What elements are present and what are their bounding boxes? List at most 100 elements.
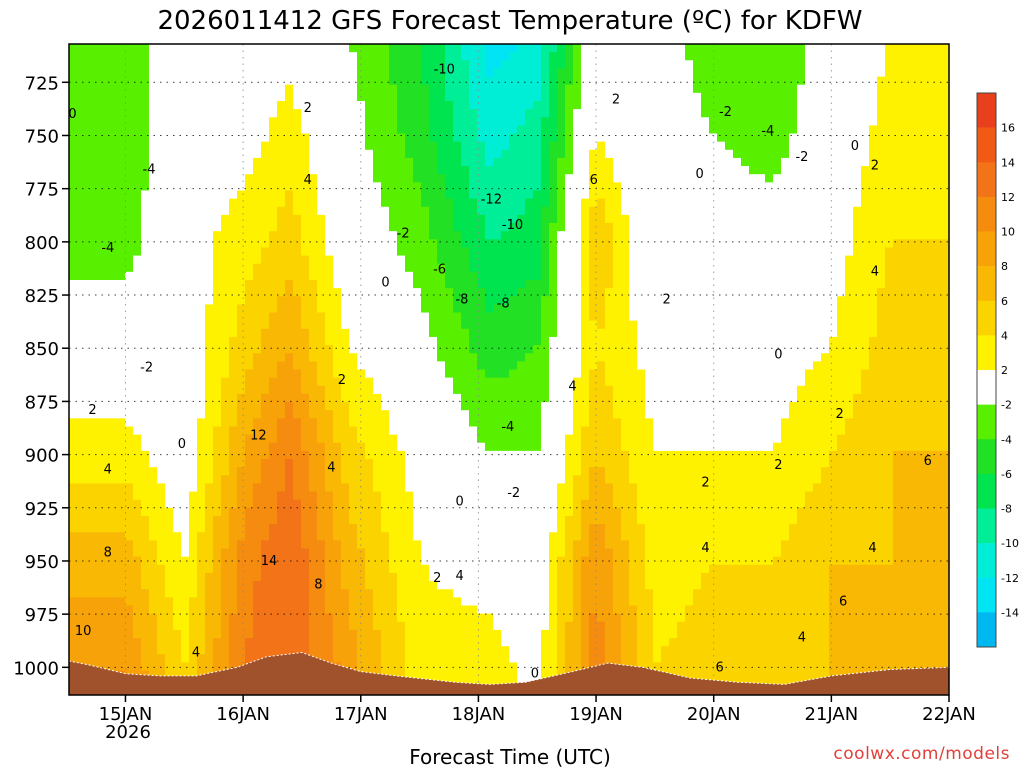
field-cell — [469, 670, 478, 680]
field-cell — [405, 638, 414, 647]
field-cell — [157, 174, 166, 183]
field-cell — [389, 125, 398, 135]
field-cell — [133, 662, 142, 672]
field-cell — [293, 141, 302, 151]
field-cell — [317, 450, 326, 460]
field-cell — [157, 312, 166, 322]
field-cell — [325, 149, 334, 159]
field-cell — [549, 231, 558, 240]
field-cell — [437, 157, 446, 167]
field-cell — [261, 410, 270, 419]
field-cell — [85, 402, 94, 411]
field-cell — [533, 206, 542, 216]
field-cell — [309, 499, 318, 509]
field-cell — [285, 182, 294, 192]
field-cell — [445, 190, 454, 200]
field-cell — [381, 564, 390, 574]
field-cell — [229, 410, 238, 419]
field-cell — [365, 68, 374, 78]
field-cell — [389, 410, 398, 419]
field-cell — [549, 434, 558, 444]
field-cell — [133, 336, 142, 346]
field-cell — [237, 149, 246, 159]
field-cell — [149, 589, 158, 598]
field-cell — [309, 296, 318, 305]
field-cell — [261, 402, 270, 411]
field-cell — [549, 198, 558, 208]
field-cell — [437, 166, 446, 175]
field-cell — [237, 402, 246, 411]
field-cell — [405, 491, 414, 501]
field-cell — [93, 621, 102, 631]
field-cell — [389, 328, 398, 338]
field-cell — [461, 182, 470, 192]
field-cell — [85, 304, 94, 314]
field-cell — [101, 459, 110, 468]
field-cell — [333, 361, 342, 371]
field-cell — [245, 247, 254, 257]
field-cell — [373, 515, 382, 525]
field-cell — [509, 263, 518, 273]
field-cell — [341, 296, 350, 305]
field-cell — [389, 459, 398, 468]
field-cell — [133, 540, 142, 550]
field-cell — [205, 190, 214, 200]
field-cell — [213, 524, 222, 533]
field-cell — [549, 418, 558, 428]
field-cell — [181, 84, 190, 94]
field-cell — [85, 190, 94, 200]
field-cell — [149, 60, 158, 70]
field-cell — [229, 621, 238, 631]
field-cell — [317, 418, 326, 428]
field-cell — [133, 312, 142, 322]
field-cell — [293, 149, 302, 159]
field-cell — [149, 361, 158, 371]
field-cell — [149, 206, 158, 216]
field-cell — [485, 76, 494, 86]
field-cell — [285, 621, 294, 631]
field-cell — [189, 621, 198, 631]
field-cell — [141, 288, 150, 297]
field-cell — [301, 393, 310, 403]
field-cell — [541, 377, 550, 387]
field-cell — [253, 117, 262, 126]
field-cell — [317, 434, 326, 444]
field-cell — [93, 223, 102, 232]
field-cell — [109, 377, 118, 387]
field-cell — [541, 450, 550, 460]
field-cell — [221, 263, 230, 273]
field-cell — [149, 149, 158, 159]
field-cell — [77, 231, 86, 240]
field-cell — [389, 304, 398, 314]
field-cell — [165, 149, 174, 159]
field-cell — [365, 377, 374, 387]
field-cell — [557, 312, 566, 322]
field-cell — [381, 304, 390, 314]
field-cell — [237, 271, 246, 281]
field-cell — [229, 182, 238, 192]
field-cell — [117, 336, 126, 346]
field-cell — [237, 84, 246, 94]
field-cell — [333, 629, 342, 639]
field-cell — [461, 198, 470, 208]
field-cell — [261, 442, 270, 452]
field-cell — [237, 100, 246, 110]
field-cell — [525, 613, 534, 623]
field-cell — [245, 426, 254, 436]
field-cell — [229, 613, 238, 623]
field-cell — [541, 589, 550, 598]
field-cell — [77, 100, 86, 110]
field-cell — [389, 361, 398, 371]
field-cell — [445, 377, 454, 387]
field-cell — [525, 247, 534, 257]
field-cell — [373, 125, 382, 135]
field-cell — [133, 475, 142, 485]
field-cell — [69, 515, 78, 525]
field-cell — [133, 328, 142, 338]
field-cell — [533, 190, 542, 200]
field-cell — [317, 426, 326, 436]
field-cell — [221, 613, 230, 623]
field-cell — [165, 182, 174, 192]
field-cell — [85, 540, 94, 550]
field-cell — [85, 393, 94, 403]
